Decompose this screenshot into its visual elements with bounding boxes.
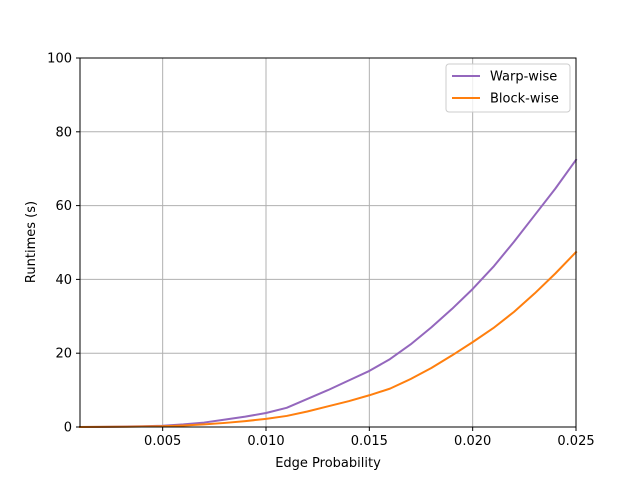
y-tick-label: 0 (64, 421, 72, 436)
y-tick-label: 40 (55, 273, 72, 288)
y-tick-label: 60 (55, 199, 72, 214)
plot-frame (79, 57, 577, 428)
y-tick-label: 100 (47, 52, 72, 67)
x-axis-label: Edge Probability (275, 456, 381, 471)
x-tick-label: 0.010 (247, 434, 284, 449)
y-tick-label: 20 (55, 347, 72, 362)
legend: Warp-wise Block-wise (445, 63, 571, 113)
x-tick-label: 0.020 (454, 434, 491, 449)
y-tick-label: 80 (55, 125, 72, 140)
x-tick-label: 0.015 (351, 434, 388, 449)
axis-ticks: 0.005 0.010 0.015 0.020 0.025 0 20 40 60 80 100 (47, 52, 594, 450)
x-tick-label: 0.005 (144, 434, 181, 449)
x-tick-label: 0.025 (557, 434, 594, 449)
legend-label-warp-wise: Warp-wise (490, 70, 557, 85)
series-line-block-wise (78, 250, 578, 429)
y-axis-label: Runtimes (s) (24, 201, 39, 283)
series-lines (78, 158, 578, 429)
legend-label-block-wise: Block-wise (490, 92, 559, 107)
